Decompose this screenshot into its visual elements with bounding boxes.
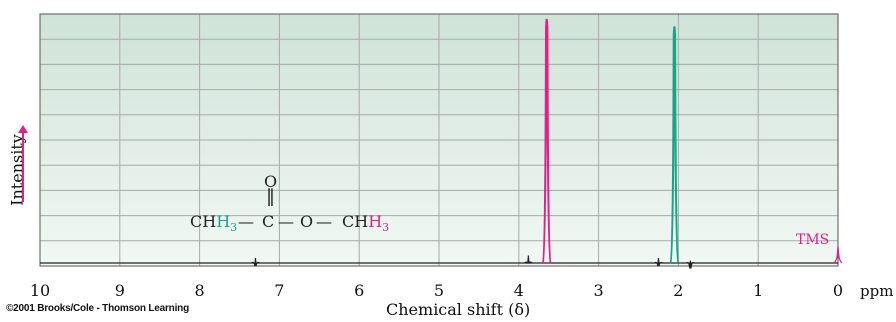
ester-oxygen: O <box>300 212 314 231</box>
double-bond: ‖ <box>266 186 275 207</box>
bond-1: — <box>238 212 254 231</box>
right-methyl: CHH3 <box>342 212 389 234</box>
x-tick-label: 3 <box>594 281 604 300</box>
copyright-text: ©2001 Brooks/Cole - Thomson Learning <box>6 303 189 314</box>
spectrum-peak <box>524 255 533 264</box>
x-tick-label: 2 <box>673 281 683 300</box>
spectrum-peak <box>251 257 260 267</box>
x-tick-label: 0 <box>833 281 843 300</box>
bond-2: — <box>278 212 294 231</box>
bond-3: — <box>316 212 332 231</box>
carbonyl-oxygen: O <box>264 172 278 191</box>
left-methyl-h: H <box>216 212 231 231</box>
spectrum-peak <box>541 18 552 264</box>
x-tick-label: 8 <box>195 281 205 300</box>
left-methyl: CHH3 <box>190 212 237 234</box>
x-unit-label: ppm <box>860 282 893 300</box>
tms-label: TMS <box>796 232 830 248</box>
methyl-acetate-structure: O ‖ CHH3 — C — O — CHH3 <box>190 172 390 236</box>
left-methyl-ch: CH <box>190 212 217 231</box>
x-tick-label: 1 <box>753 281 763 300</box>
x-tick-label: 10 <box>30 281 50 300</box>
carbonyl-carbon: C <box>262 212 275 231</box>
x-tick-label: 7 <box>274 281 284 300</box>
intensity-arrow-icon <box>18 125 28 202</box>
x-tick-label: 9 <box>115 281 125 300</box>
x-tick-label: 6 <box>354 281 364 300</box>
left-methyl-sub: 3 <box>230 221 238 235</box>
plot-frame <box>39 13 839 267</box>
right-methyl-h: H <box>368 212 383 231</box>
right-methyl-ch: CH <box>342 212 369 231</box>
x-tick-label: 5 <box>434 281 444 300</box>
spectrum-peak <box>654 257 663 267</box>
spectrum-peak <box>686 260 695 269</box>
spectrum-peak <box>669 26 680 264</box>
spectrum-peak <box>833 245 843 264</box>
right-methyl-sub: 3 <box>382 221 390 235</box>
y-axis-label-group: Intensity <box>6 70 28 270</box>
x-tick-label: 4 <box>514 281 524 300</box>
x-axis-label: Chemical shift (δ) <box>386 300 531 319</box>
